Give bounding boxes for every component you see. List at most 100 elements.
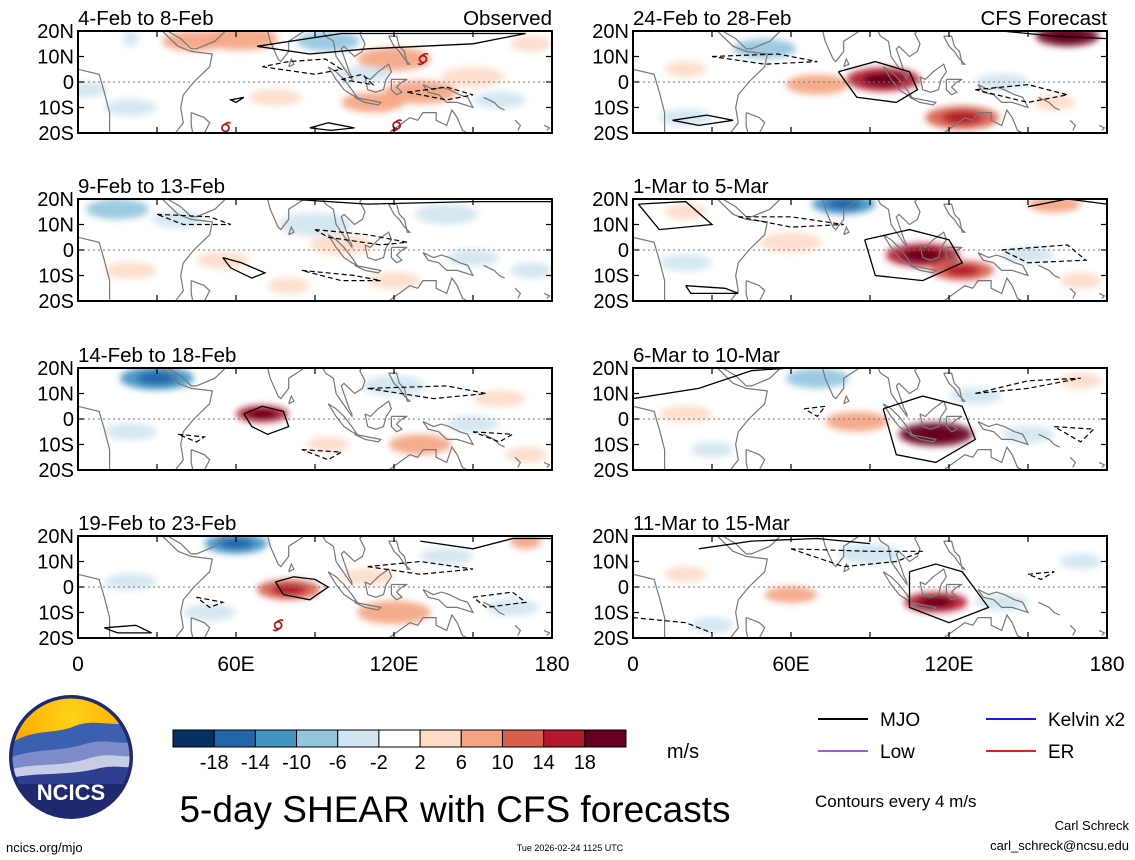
colorbar: -18 -14 -10 -6 -2 2 6 10 14 18 m/s (172, 729, 699, 774)
site-link[interactable]: ncics.org/mjo (6, 840, 83, 855)
anomaly-blob (357, 600, 431, 625)
coastline (877, 536, 921, 587)
coastline (78, 536, 214, 638)
anomaly-blob (664, 61, 707, 78)
lat-label: 20N (592, 526, 629, 548)
anomaly-core (247, 408, 277, 419)
mjo-contour-dashed (975, 83, 1068, 104)
colorbar-swatch (172, 729, 215, 748)
anomaly-blob (441, 66, 505, 87)
panel-period: 14-Feb to 18-Feb (78, 344, 236, 367)
logo-text: NCICS (37, 780, 105, 805)
anomaly-blob (486, 598, 539, 616)
anomaly-core (944, 264, 980, 276)
lat-label: 0 (618, 409, 629, 431)
panel-5: 20N 10N 0 10S 20S 1-Mar to 5-Mar (592, 175, 1108, 313)
colorbar-tick: -18 (200, 752, 229, 774)
coastline (1069, 119, 1077, 131)
coastline (745, 449, 766, 470)
coastline (190, 617, 211, 638)
coastline (943, 35, 967, 65)
anomaly-blob (504, 446, 547, 463)
lat-label: 10S (593, 603, 629, 625)
coastline (354, 433, 383, 443)
anomaly-shading (104, 368, 547, 463)
anomaly-blob (733, 38, 797, 59)
coastline (1038, 433, 1060, 448)
anomaly-blob (949, 387, 1002, 405)
coastline (722, 536, 781, 555)
coastline (932, 613, 1023, 638)
coastline (943, 203, 967, 233)
colorbar-tick: 18 (574, 752, 596, 774)
panel-period: 9-Feb to 13-Feb (78, 175, 225, 198)
coastline (543, 124, 551, 131)
mjo-contour-dashed (803, 405, 827, 418)
panel-period: 19-Feb to 23-Feb (78, 512, 236, 535)
anomaly-blob (509, 262, 552, 279)
coastlines (78, 536, 551, 638)
colorbar-tick: 6 (456, 752, 467, 774)
anomaly-blob (825, 411, 889, 432)
panel-plot-area (633, 536, 1107, 638)
coastline (483, 96, 505, 111)
coastline (377, 613, 468, 638)
mjo-contour-solid (228, 96, 245, 103)
lat-label: 20S (38, 291, 74, 313)
anomaly-blob (838, 543, 902, 564)
mjo-contour-dashed (156, 213, 231, 226)
panel-6: 20N 10N 0 10S 20S 6-Mar to 10-Mar (592, 344, 1108, 482)
coastline (909, 96, 938, 106)
mjo-contour-dashed (367, 385, 487, 400)
anomaly-blob (785, 74, 849, 95)
coastline (783, 31, 861, 63)
anomaly-blob (764, 586, 818, 604)
mjo-contour-dashed (314, 229, 408, 246)
colorbar-units: m/s (667, 741, 699, 763)
lat-label: 10N (592, 215, 629, 237)
coastline (483, 433, 505, 448)
panel-plot-area (633, 31, 1107, 133)
mjo-contours (633, 537, 1055, 634)
coastline (228, 536, 306, 568)
coastline (190, 280, 211, 301)
coastline (390, 246, 408, 264)
mjo-contour-dashed (790, 548, 923, 568)
coastline (288, 394, 295, 405)
coastline (1038, 96, 1060, 111)
coastline (783, 536, 861, 568)
colorbar-tick: 10 (491, 752, 513, 774)
lat-label: 0 (63, 409, 74, 431)
colorbar-tick: -10 (282, 752, 311, 774)
coastline (745, 280, 766, 301)
anomaly-blob (341, 92, 405, 113)
anomaly-blob (85, 199, 150, 220)
lat-label: 20S (593, 123, 629, 145)
colorbar-tick: 14 (533, 752, 555, 774)
mjo-contours (672, 31, 1107, 127)
lat-label: 20S (593, 460, 629, 482)
coastline (364, 568, 393, 598)
lat-label: 0 (618, 240, 629, 262)
ncics-logo: NCICS (9, 695, 133, 819)
coastline (543, 292, 551, 299)
panel-7: 20N 10N 0 10S 20S 11-Mar to 15-Mar 0 60E 120E 180 (592, 512, 1124, 676)
coastline (514, 119, 522, 131)
anomaly-blob (509, 536, 542, 550)
panel-plot-area (633, 368, 1107, 470)
email[interactable]: carl_schreck@ncsu.edu (990, 838, 1129, 853)
anomaly-blob (78, 81, 107, 98)
coastlines (78, 199, 551, 301)
coastline (364, 400, 393, 430)
mjo-contour-dashed (301, 269, 381, 282)
coastline (377, 445, 468, 470)
lat-label: 10N (37, 384, 74, 406)
mjo-contour-solid (1001, 31, 1107, 40)
coastline (633, 368, 769, 470)
anomaly-blob (267, 277, 310, 294)
coastline (877, 368, 921, 419)
panel-4: 20N 10N 0 10S 20S 24-Feb to 28-Feb CFS Forecas… (592, 7, 1108, 145)
coastline (1098, 461, 1106, 468)
anomaly-blob (104, 99, 157, 116)
